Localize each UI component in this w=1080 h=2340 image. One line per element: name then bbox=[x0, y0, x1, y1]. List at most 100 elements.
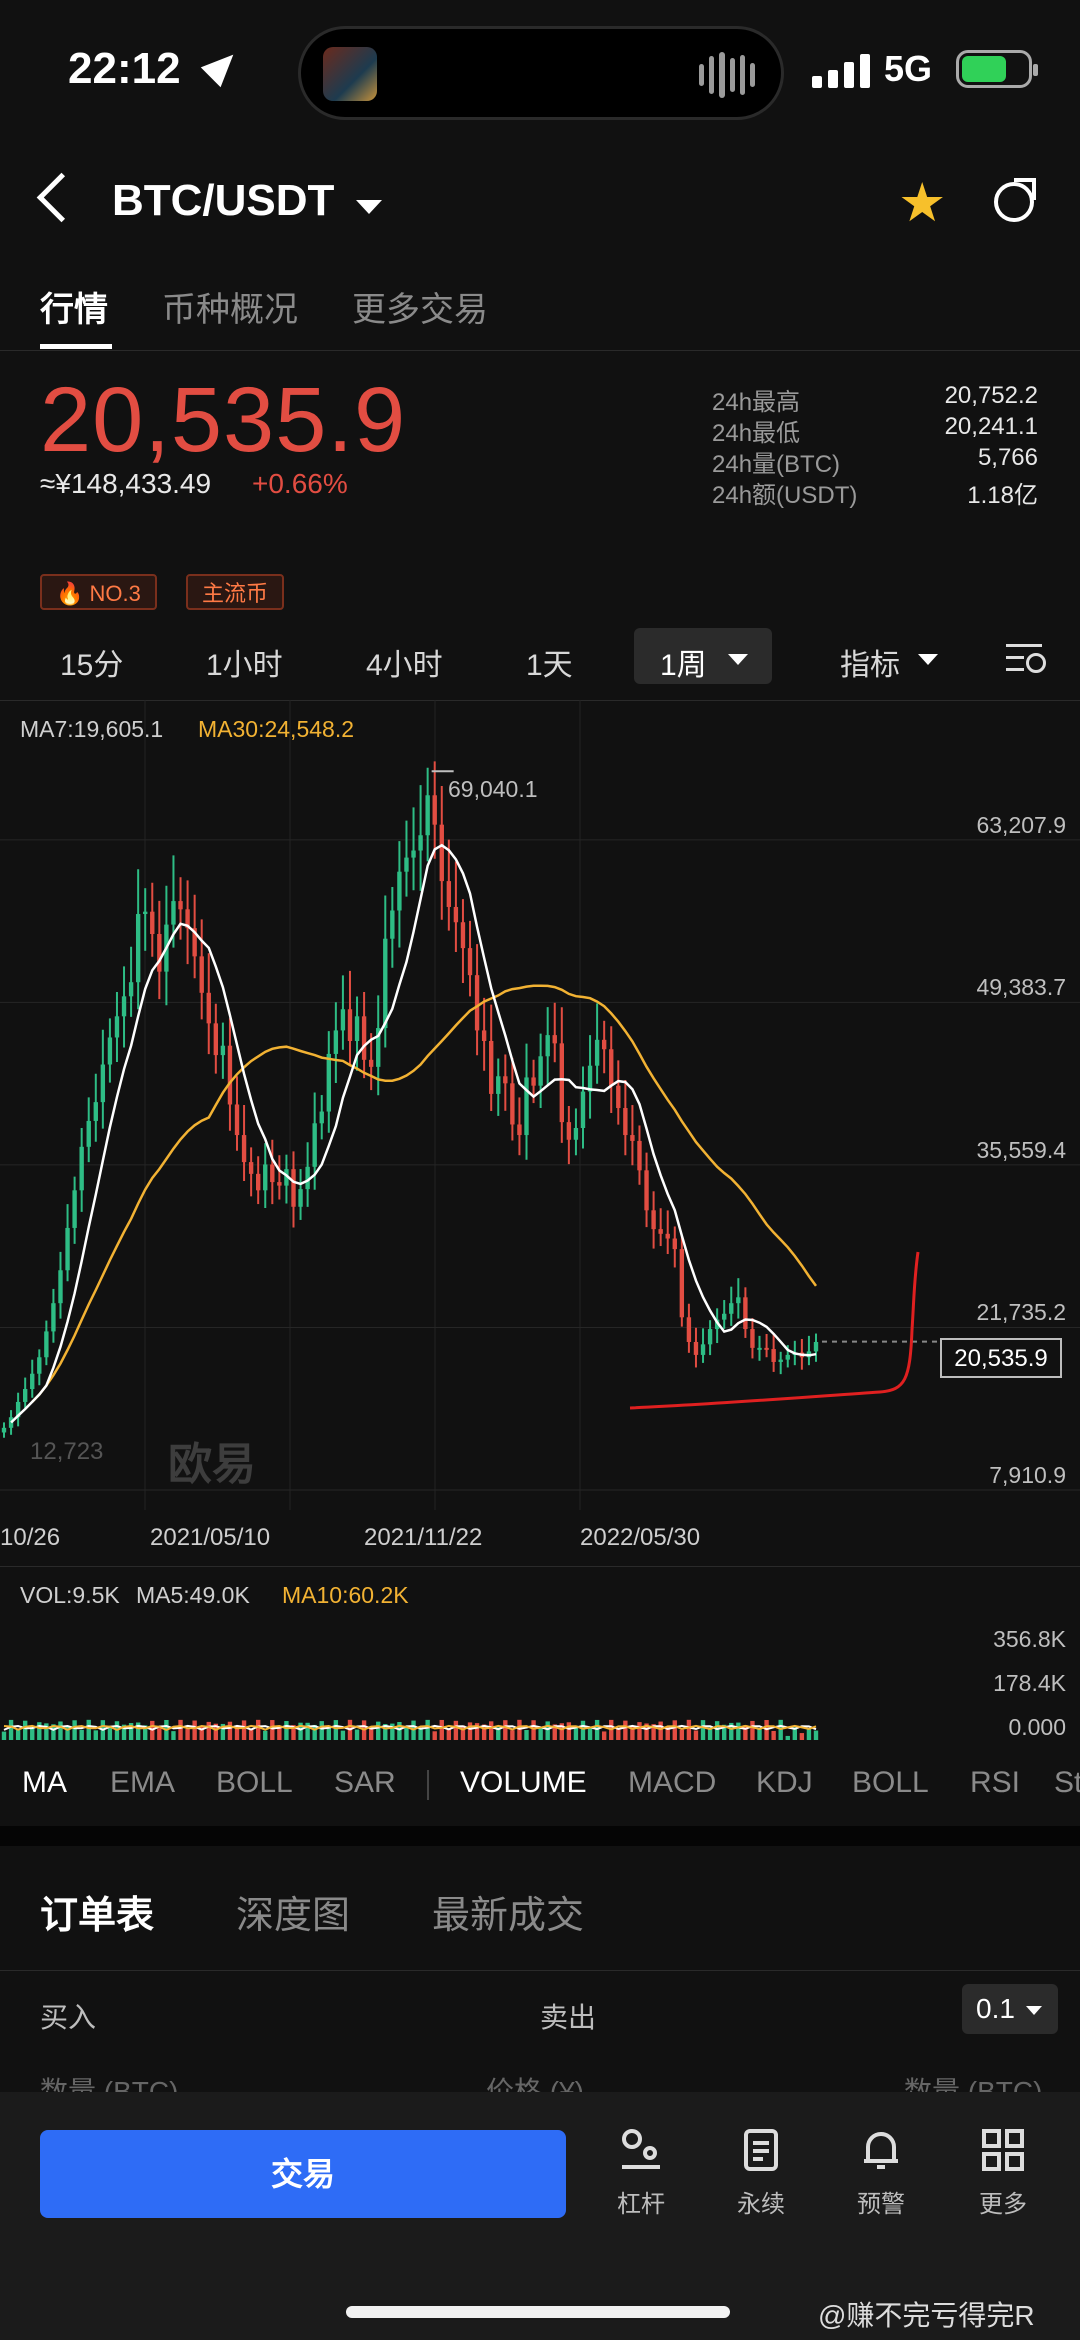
favorite-star-icon[interactable]: ★ bbox=[898, 173, 947, 233]
candle bbox=[157, 934, 162, 972]
section-band bbox=[0, 1826, 1080, 1846]
volume-bar bbox=[757, 1727, 762, 1740]
candle bbox=[686, 1317, 692, 1342]
volume-bar bbox=[248, 1729, 254, 1740]
indicator-ema[interactable]: EMA bbox=[110, 1766, 176, 1799]
volume-bar bbox=[637, 1722, 642, 1740]
nav-more[interactable]: 更多 bbox=[958, 2122, 1048, 2219]
period-1h[interactable]: 1小时 bbox=[206, 649, 283, 682]
period-4h[interactable]: 4小时 bbox=[366, 649, 443, 682]
indicator-sar[interactable]: SAR bbox=[334, 1766, 396, 1799]
volume-bar bbox=[496, 1727, 501, 1740]
candle bbox=[418, 835, 423, 851]
chart-settings-icon[interactable] bbox=[1006, 644, 1046, 673]
volume-bar bbox=[580, 1720, 586, 1740]
nav-alert[interactable]: 预警 bbox=[836, 2122, 926, 2219]
candle bbox=[651, 1210, 656, 1230]
chevron-down-icon[interactable] bbox=[918, 654, 938, 665]
candlestick-chart[interactable] bbox=[0, 700, 1080, 1520]
candle bbox=[347, 1009, 353, 1041]
candle bbox=[757, 1347, 762, 1350]
candle bbox=[524, 1077, 529, 1136]
trade-button[interactable]: 交易 bbox=[40, 2130, 566, 2218]
indicator-st[interactable]: St bbox=[1054, 1766, 1080, 1799]
candle bbox=[107, 1037, 113, 1065]
volume-bar bbox=[707, 1727, 713, 1740]
volume-bar bbox=[15, 1728, 21, 1740]
volume-bar bbox=[481, 1724, 487, 1740]
candle bbox=[256, 1173, 261, 1191]
indicator-menu[interactable]: 指标 bbox=[840, 649, 900, 682]
tab-depth-chart[interactable]: 深度图 bbox=[236, 1895, 351, 1937]
volume-bar bbox=[354, 1729, 360, 1740]
period-1w[interactable]: 1周 bbox=[660, 649, 707, 682]
candle bbox=[679, 1249, 685, 1318]
period-15m[interactable]: 15分 bbox=[60, 649, 124, 682]
volume-chart[interactable] bbox=[0, 1600, 1080, 1745]
candle bbox=[143, 911, 148, 915]
volume-bar bbox=[171, 1731, 176, 1740]
chevron-down-icon[interactable] bbox=[356, 200, 382, 214]
candle bbox=[121, 996, 127, 1017]
indicator-macd[interactable]: MACD bbox=[628, 1766, 717, 1799]
candle bbox=[1, 1427, 7, 1433]
candle bbox=[672, 1238, 677, 1250]
tab-latest-trades[interactable]: 最新成交 bbox=[432, 1895, 585, 1937]
high-marker-label: 69,040.1 bbox=[448, 776, 538, 802]
candle bbox=[234, 1104, 240, 1136]
candle bbox=[213, 1023, 219, 1056]
volume-bar bbox=[799, 1733, 805, 1740]
indicator-boll[interactable]: BOLL bbox=[216, 1766, 293, 1799]
share-icon[interactable] bbox=[994, 178, 1036, 222]
pair-title[interactable]: BTC/USDT bbox=[112, 176, 335, 225]
vol-axis-label: 0.000 bbox=[1008, 1714, 1066, 1740]
precision-select[interactable]: 0.1 bbox=[962, 1984, 1058, 2034]
chevron-down-icon[interactable] bbox=[728, 654, 748, 665]
volume-bar bbox=[736, 1722, 741, 1740]
volume-bar bbox=[93, 1730, 98, 1740]
candle bbox=[453, 906, 459, 923]
volume-bar bbox=[277, 1727, 282, 1740]
indicator-kdj[interactable]: KDJ bbox=[756, 1766, 813, 1799]
volume-bar bbox=[65, 1726, 70, 1740]
candle bbox=[743, 1297, 748, 1330]
candle bbox=[531, 1077, 536, 1086]
indicator-boll-sub[interactable]: BOLL bbox=[852, 1766, 929, 1799]
battery-icon bbox=[956, 50, 1038, 88]
indicator-rsi[interactable]: RSI bbox=[970, 1766, 1021, 1799]
tab-overview[interactable]: 币种概况 bbox=[162, 291, 298, 329]
nav-leverage[interactable]: 杠杆 bbox=[596, 2122, 686, 2219]
candle bbox=[51, 1303, 56, 1332]
candle bbox=[601, 1039, 607, 1050]
tab-order-book[interactable]: 订单表 bbox=[40, 1895, 155, 1937]
nav-perpetual[interactable]: 永续 bbox=[716, 2122, 806, 2219]
back-icon[interactable] bbox=[36, 172, 87, 223]
candle bbox=[559, 1043, 564, 1123]
rank-badge[interactable]: 🔥 NO.3 bbox=[40, 574, 157, 610]
period-1d[interactable]: 1天 bbox=[526, 649, 573, 682]
candle bbox=[114, 1016, 120, 1038]
candle bbox=[665, 1233, 670, 1239]
volume-bar bbox=[616, 1728, 621, 1740]
tab-underline bbox=[40, 344, 112, 349]
volume-bar bbox=[439, 1719, 444, 1740]
candle bbox=[778, 1359, 783, 1362]
stat-label-low: 24h最低 bbox=[712, 420, 801, 447]
indicator-ma[interactable]: MA bbox=[22, 1766, 67, 1799]
tab-more-trading[interactable]: 更多交易 bbox=[352, 291, 488, 329]
rank-badge-label: NO.3 bbox=[89, 581, 141, 606]
volume-bar bbox=[234, 1726, 240, 1740]
price-change: +0.66% bbox=[252, 468, 348, 499]
candle bbox=[538, 1056, 543, 1086]
tab-market[interactable]: 行情 bbox=[40, 291, 108, 329]
candle bbox=[644, 1170, 649, 1211]
home-indicator[interactable] bbox=[346, 2306, 730, 2318]
candle bbox=[376, 1028, 381, 1067]
volume-bar bbox=[531, 1720, 536, 1740]
dynamic-island[interactable] bbox=[298, 26, 784, 120]
category-badge[interactable]: 主流币 bbox=[186, 574, 285, 610]
volume-bar bbox=[474, 1723, 480, 1740]
candle bbox=[594, 1039, 600, 1066]
indicator-volume[interactable]: VOLUME bbox=[460, 1766, 587, 1799]
volume-bar bbox=[552, 1724, 557, 1740]
